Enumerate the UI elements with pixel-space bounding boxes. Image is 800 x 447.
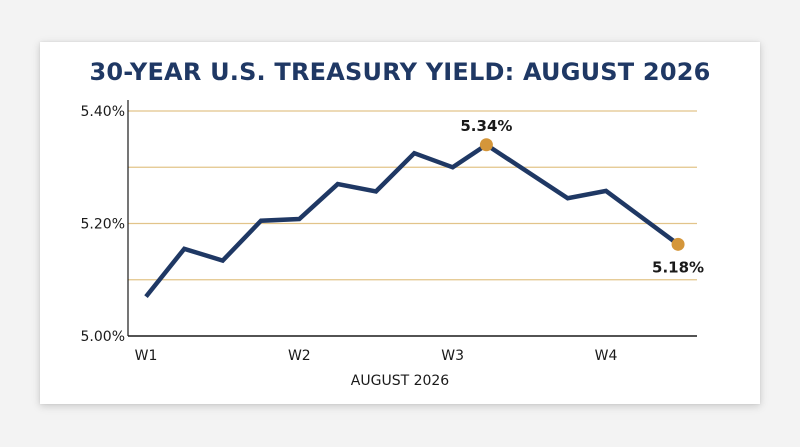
x-tick-label: W2: [288, 348, 311, 364]
y-tick-label: 5.00%: [81, 329, 125, 345]
x-tick-label: W1: [135, 348, 158, 364]
chart-title: 30-YEAR U.S. TREASURY YIELD: AUGUST 2026: [89, 58, 711, 86]
y-tick-label: 5.20%: [81, 217, 125, 233]
annotation-layer: 5.34% 5.18%: [460, 117, 704, 277]
series-layer: [144, 142, 680, 299]
highlight-point: [671, 237, 685, 251]
x-tick-label: W4: [595, 348, 618, 364]
axes: [127, 100, 697, 337]
x-tick-label: W3: [441, 348, 464, 364]
data-label: 5.18%: [652, 258, 704, 276]
x-tick-labels: W1 W2 W3 W4: [135, 348, 618, 364]
y-tick-labels: 5.00% 5.20% 5.40%: [81, 104, 125, 345]
series-line: [144, 142, 680, 299]
gridlines: [128, 110, 697, 281]
highlight-point: [479, 138, 493, 152]
x-axis-title: AUGUST 2026: [351, 373, 450, 389]
data-label: 5.34%: [460, 117, 512, 135]
y-tick-label: 5.40%: [81, 104, 125, 120]
